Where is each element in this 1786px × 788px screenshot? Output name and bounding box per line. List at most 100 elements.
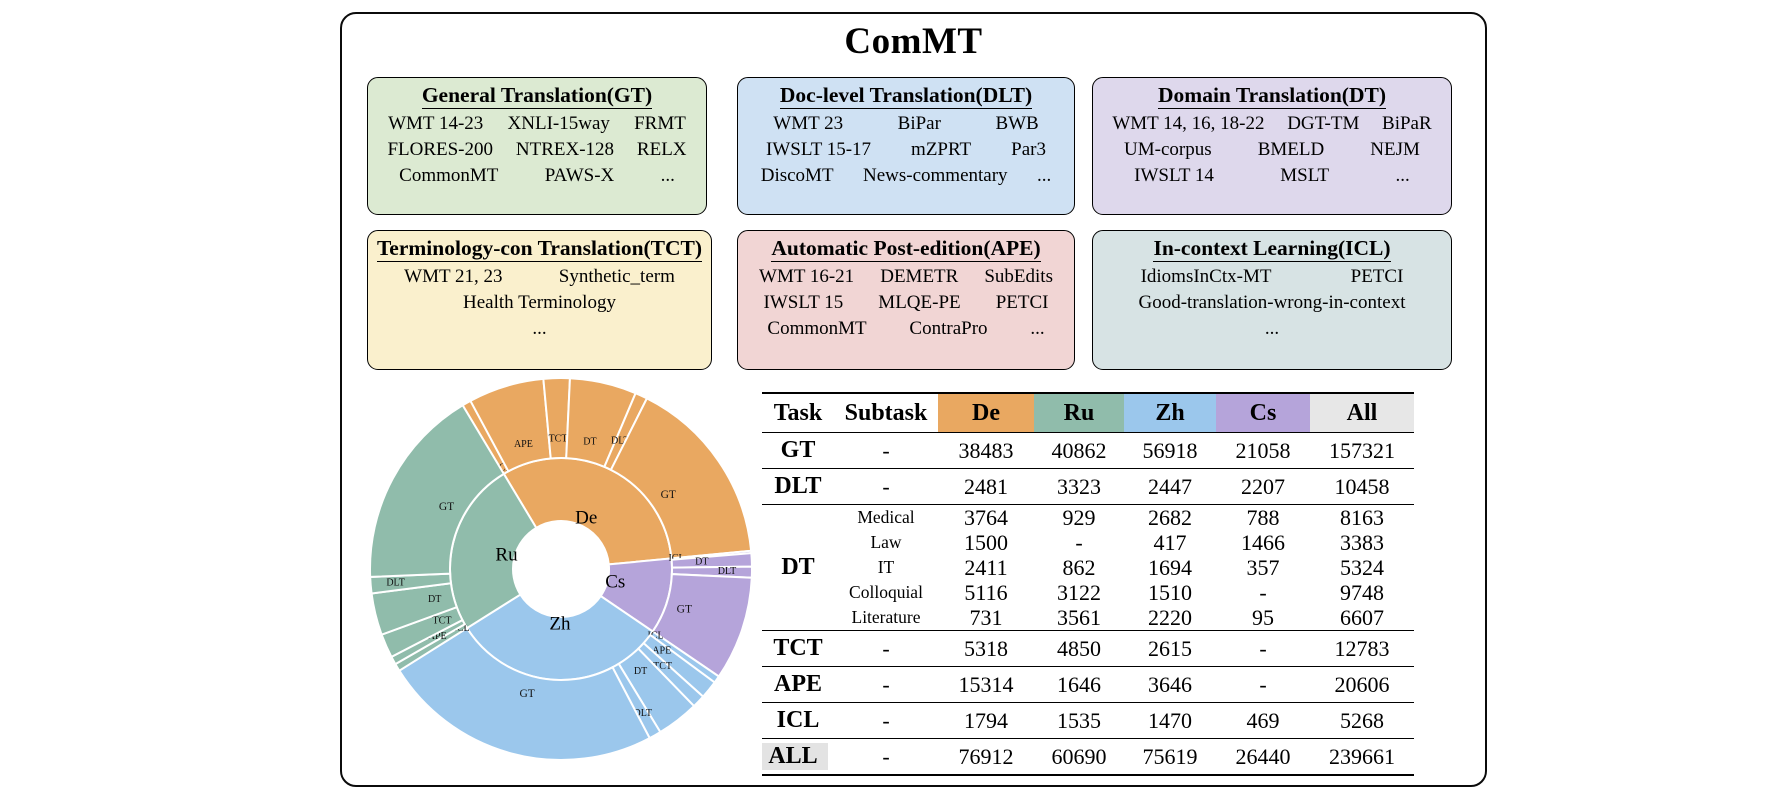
sunburst-lang-label-de: De xyxy=(575,507,597,528)
dataset-item: DiscoMT xyxy=(760,165,834,186)
cell-subtask: - xyxy=(834,738,938,775)
table-row: GT -38483 40862 56918 21058 157321 xyxy=(762,432,1414,469)
cell-value: 862 xyxy=(1062,555,1096,580)
cell-subtask: Law xyxy=(870,532,902,552)
figure-frame: ComMT General Translation(GT) WMT 14-23 XN… xyxy=(340,12,1487,787)
dataset-item: Synthetic_term xyxy=(558,266,675,287)
cell-value: 75619 xyxy=(1124,738,1216,775)
cell-subtask: Literature xyxy=(851,607,921,627)
sunburst-segment-label-zh-ape: APE xyxy=(652,645,671,656)
task-box-icl: In-context Learning(ICL) IdiomsInCtx-MT PE… xyxy=(1092,230,1452,370)
sunburst-segment-label-de-tct: TCT xyxy=(549,433,568,444)
dataset-item: RELX xyxy=(636,139,687,160)
dataset-item: DEMETR xyxy=(880,266,959,287)
cell-value: - xyxy=(1075,530,1083,555)
cell-subtask: - xyxy=(834,468,938,505)
table-row: ALL -76912 60690 75619 26440 239661 xyxy=(762,738,1414,775)
table-row: IT 2411 862 1694 357 5324 xyxy=(762,555,1414,580)
cell-subtask: - xyxy=(834,666,938,703)
cell-value: 15314 xyxy=(938,666,1034,703)
table-row: Colloquial 5116 3122 1510 - 9748 xyxy=(762,580,1414,605)
dataset-item: NTREX-128 xyxy=(515,139,615,160)
cell-value: 5324 xyxy=(1340,555,1384,580)
cell-value: 3323 xyxy=(1034,468,1124,505)
sunburst-lang-label-zh: Zh xyxy=(549,613,571,634)
dataset-item: ... xyxy=(1395,165,1410,186)
cell-value: 26440 xyxy=(1216,738,1310,775)
cell-value: 469 xyxy=(1216,702,1310,739)
dataset-row: IWSLT 14 MSLT... xyxy=(1101,163,1443,189)
dataset-item: SubEdits xyxy=(984,266,1053,287)
sunburst-lang-label-cs: Cs xyxy=(605,571,625,592)
cell-subtask: Medical xyxy=(834,504,938,530)
cell-value: 2615 xyxy=(1124,630,1216,667)
cell-value: 2207 xyxy=(1216,468,1310,505)
dataset-item: IWSLT 14 xyxy=(1134,165,1214,186)
dataset-row: ... xyxy=(376,316,703,342)
task-box-dlt: Doc-level Translation(DLT) WMT 23 BiPar BWB… xyxy=(737,77,1075,215)
dataset-item: MSLT xyxy=(1280,165,1330,186)
dataset-row: ... xyxy=(1101,316,1443,342)
table-row: TCT -5318 4850 2615-12783 xyxy=(762,630,1414,667)
dataset-item: IdiomsInCtx-MT xyxy=(1140,266,1272,287)
dataset-item: Good-translation-wrong-in-context xyxy=(1138,292,1406,313)
cell-value: 40862 xyxy=(1034,432,1124,469)
cell-task: ICL xyxy=(762,702,834,739)
cell-value: 1510 xyxy=(1148,580,1192,605)
cell-value: 3646 xyxy=(1124,666,1216,703)
dataset-row: UM-corpus BMELD NEJM xyxy=(1101,137,1443,163)
figure-title: ComMT xyxy=(844,21,983,62)
sunburst-segment-label-de-dt: DT xyxy=(583,437,596,448)
sunburst-segment-label-zh-gt: GT xyxy=(519,688,534,700)
dataset-item: IWSLT 15 xyxy=(763,292,844,313)
cell-task: APE xyxy=(762,666,834,703)
sunburst-segment-label-ru-ape: APE xyxy=(428,631,447,642)
dataset-item: NEJM xyxy=(1370,139,1420,160)
cell-value: 2447 xyxy=(1124,468,1216,505)
task-box-title: Terminology-con Translation(TCT) xyxy=(376,236,703,262)
table-row: Literature 731 3561 2220 95 6607 xyxy=(762,605,1414,631)
dataset-item: MLQE-PE xyxy=(878,292,961,313)
dataset-item: Health Terminology xyxy=(463,292,616,313)
task-box-title: General Translation(GT) xyxy=(421,83,653,109)
sunburst-chart: ICL APE TCT DT DLT GT De ICL DT DLT GT Cs ICL APE TCT D… xyxy=(369,377,753,761)
dataset-item: UM-corpus xyxy=(1124,139,1212,160)
dataset-row: WMT 16-21 DEMETR SubEdits xyxy=(746,264,1066,290)
cell-value: 731 xyxy=(969,605,1003,630)
cell-value: 76912 xyxy=(938,738,1034,775)
task-box-title: In-context Learning(ICL) xyxy=(1153,236,1391,262)
dataset-row: IdiomsInCtx-MT PETCI xyxy=(1101,264,1443,290)
table-row: ICL -1794 1535 1470 469 5268 xyxy=(762,702,1414,739)
dataset-row: WMT 14, 16, 18-22 DGT-TM BiPaR xyxy=(1101,111,1443,137)
cell-value: 5116 xyxy=(964,580,1008,605)
cell-value: 2220 xyxy=(1148,605,1192,630)
dataset-item: mZPRT xyxy=(911,139,972,160)
cell-value: 8163 xyxy=(1310,504,1414,530)
dataset-item: News-commentary xyxy=(863,165,1008,186)
cell-value: 12783 xyxy=(1310,630,1414,667)
cell-value: 1470 xyxy=(1124,702,1216,739)
cell-subtask: IT xyxy=(877,557,895,577)
dataset-item: WMT 21, 23 xyxy=(404,266,503,287)
dataset-item: CommonMT xyxy=(767,318,867,339)
dataset-item: WMT 23 xyxy=(773,113,844,134)
cell-value: 56918 xyxy=(1124,432,1216,469)
cell-value: 3383 xyxy=(1340,530,1384,555)
cell-task: GT xyxy=(762,432,834,469)
dataset-row: IWSLT 15 MLQE-PE PETCI xyxy=(746,290,1066,316)
sunburst-segment-label-ru-gt: GT xyxy=(439,501,454,513)
cell-value: 9748 xyxy=(1340,580,1384,605)
cell-value: 1500 xyxy=(964,530,1008,555)
cell-task: ALL xyxy=(762,738,834,775)
task-box-tct: Terminology-con Translation(TCT) WMT 21, … xyxy=(367,230,712,370)
cell-value: 239661 xyxy=(1310,738,1414,775)
dataset-item: FRMT xyxy=(634,113,686,134)
task-box-title: Domain Translation(DT) xyxy=(1158,83,1386,109)
header-lang-de: De xyxy=(938,393,1034,433)
dataset-row: CommonMT ContraPro... xyxy=(746,316,1066,342)
cell-value: 1794 xyxy=(938,702,1034,739)
cell-task: TCT xyxy=(762,630,834,667)
header-lang-all: All xyxy=(1310,393,1414,433)
sunburst-segment-label-ru-dt: DT xyxy=(428,594,441,605)
task-box-gt: General Translation(GT) WMT 14-23 XNLI-15w… xyxy=(367,77,707,215)
